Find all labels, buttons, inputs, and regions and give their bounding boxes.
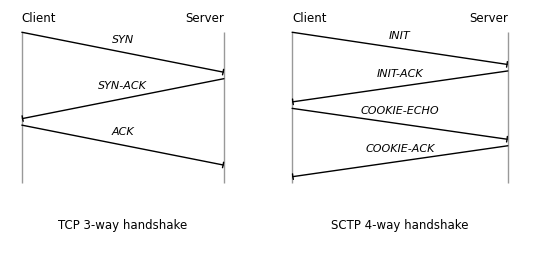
Text: Client: Client: [292, 12, 327, 25]
Text: COOKIE-ACK: COOKIE-ACK: [365, 143, 435, 154]
Text: Server: Server: [469, 12, 508, 25]
Text: TCP 3-way handshake: TCP 3-way handshake: [58, 219, 187, 232]
Text: Server: Server: [185, 12, 224, 25]
Text: SCTP 4-way handshake: SCTP 4-way handshake: [331, 219, 468, 232]
Text: SYN: SYN: [112, 35, 134, 44]
Text: INIT: INIT: [389, 31, 411, 41]
Text: Client: Client: [22, 12, 56, 25]
Text: COOKIE-ECHO: COOKIE-ECHO: [360, 106, 440, 116]
Text: SYN-ACK: SYN-ACK: [98, 81, 147, 91]
Text: INIT-ACK: INIT-ACK: [377, 69, 423, 79]
Text: ACK: ACK: [111, 127, 134, 137]
